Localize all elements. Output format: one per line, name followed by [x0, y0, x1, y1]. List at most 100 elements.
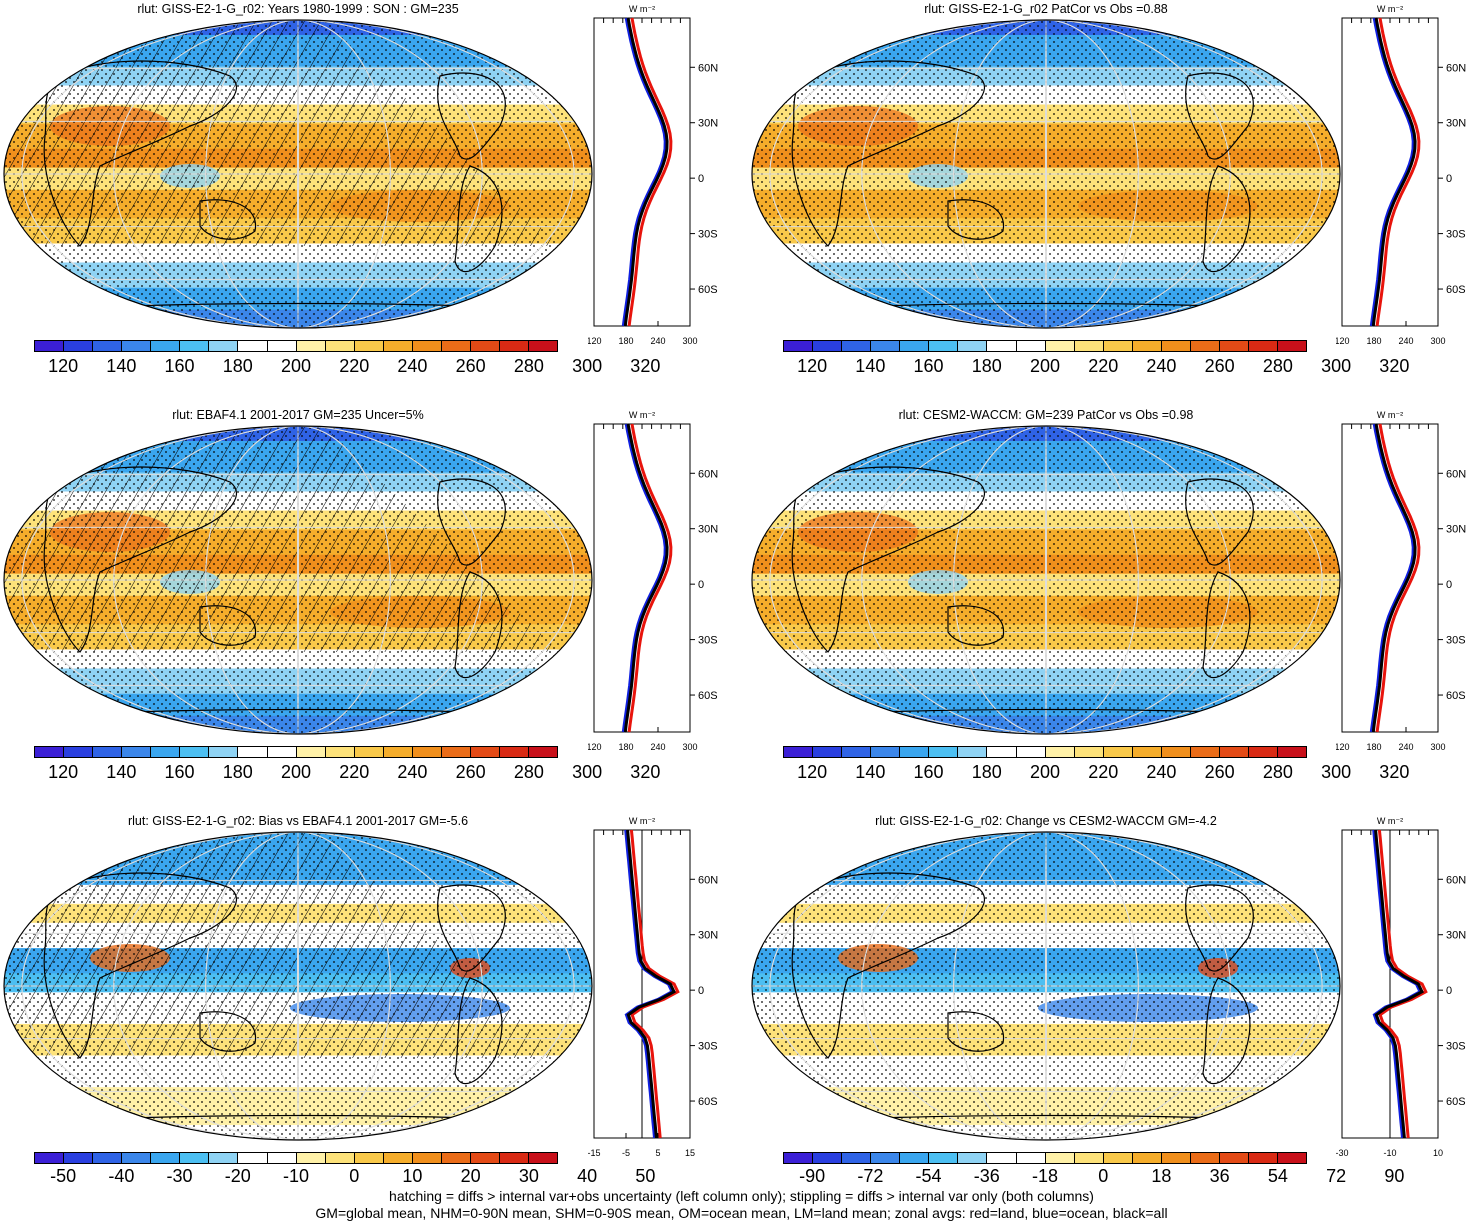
zonal-land-curve — [627, 423, 673, 733]
colorbar-swatch — [412, 747, 442, 757]
zonal-lat-label: 60S — [698, 284, 718, 296]
zonal-all-curve — [1371, 423, 1417, 733]
colorbar-swatch — [987, 341, 1017, 351]
zonal-all-curve — [623, 17, 669, 327]
zonal-all-curve — [623, 423, 669, 733]
colorbar-tick-label: -50 — [50, 1166, 77, 1186]
colorbar-swatch — [1190, 341, 1220, 351]
colorbar-swatch — [122, 747, 152, 757]
zonal-all-curve — [1371, 17, 1417, 327]
zonal-x-label: 180 — [1366, 336, 1381, 346]
colorbar-swatch — [180, 1153, 210, 1163]
colorbar-tick-label: 160 — [164, 762, 195, 782]
colorbar-swatch — [958, 1153, 988, 1163]
colorbar-swatch — [1249, 747, 1279, 757]
colorbar-swatch — [151, 747, 181, 757]
zonal-lat-label: 60S — [1446, 284, 1466, 296]
zonal-x-label: 5 — [655, 1148, 660, 1158]
colorbar-swatch — [929, 341, 959, 351]
zonal-x-label: 300 — [1430, 742, 1445, 752]
zonal-lat-label: 60N — [1446, 62, 1466, 74]
colorbar-swatch — [35, 747, 65, 757]
map-panel-2 — [751, 19, 1341, 329]
colorbar-tick-label: 20 — [460, 1166, 481, 1186]
colorbar-tick-label: 30 — [518, 1166, 539, 1186]
zonal-lat-label: 60S — [1446, 690, 1466, 702]
footer-line-1: hatching = diffs > internal var+obs unce… — [389, 1188, 1094, 1204]
colorbar-tick-label: 280 — [1262, 762, 1293, 782]
zonal-plot-2: W m⁻² 60N 30N 0 30S 60S 120 180 240 300 — [1336, 4, 1466, 346]
zonal-lat-label: 60N — [698, 468, 718, 480]
colorbar-tick-label: 140 — [106, 762, 137, 782]
colorbar-tick-label: 10 — [402, 1166, 423, 1186]
colorbar-tick-label: 220 — [1088, 762, 1119, 782]
colorbar-swatch — [500, 341, 530, 351]
colorbar-5 — [34, 1152, 558, 1164]
colorbar-tick-label: 300 — [1321, 762, 1352, 782]
colorbar-swatch — [1074, 341, 1104, 351]
colorbar-tick-label: 300 — [1321, 356, 1352, 376]
zonal-lat-label: 30N — [1446, 930, 1466, 942]
zonal-lat-label: 60N — [1446, 874, 1466, 886]
zonal-lat-label: 60N — [698, 62, 718, 74]
colorbar-labels-6: -90 -72 -54 -36 -18 0 18 36 54 72 90 — [783, 1166, 1404, 1188]
colorbar-swatch — [93, 747, 123, 757]
colorbar-tick-label: 120 — [797, 356, 828, 376]
colorbar-swatch — [238, 1153, 268, 1163]
map-panel-4 — [751, 425, 1341, 735]
colorbar-swatch — [1278, 341, 1307, 351]
zonal-lat-label: 60N — [698, 874, 718, 886]
colorbar-swatch — [441, 341, 471, 351]
colorbar-tick-label: 280 — [1262, 356, 1293, 376]
colorbar-tick-label: 54 — [1267, 1166, 1288, 1186]
colorbar-tick-label: 36 — [1209, 1166, 1230, 1186]
colorbar-tick-label: 180 — [222, 356, 253, 376]
colorbar-labels-4: 120 140 160 180 200 220 240 260 280 300 320 — [783, 762, 1409, 784]
colorbar-swatch — [383, 747, 413, 757]
colorbar-swatch — [900, 747, 930, 757]
zonal-x-label: -30 — [1336, 1148, 1349, 1158]
map-panel-5 — [3, 831, 593, 1141]
colorbar-tick-label: 300 — [572, 762, 603, 782]
zonal-x-label: 10 — [1433, 1148, 1443, 1158]
panel-title-5: rlut: GISS-E2-1-G_r02: Bias vs EBAF4.1 2… — [127, 814, 469, 828]
colorbar-swatch — [209, 341, 239, 351]
map-panel-6 — [751, 831, 1341, 1141]
colorbar-tick-label: -72 — [857, 1166, 884, 1186]
colorbar-swatch — [1045, 747, 1075, 757]
panel-title-2: rlut: GISS-E2-1-G_r02 PatCor vs Obs =0.8… — [924, 2, 1168, 16]
zonal-lat-label: 0 — [698, 173, 704, 185]
colorbar-swatch — [64, 747, 94, 757]
colorbar-tick-label: 260 — [1204, 356, 1235, 376]
colorbar-swatch — [267, 747, 297, 757]
zonal-lat-label: 0 — [698, 579, 704, 591]
zonal-unit-label: W m⁻² — [1377, 410, 1403, 420]
zonal-lat-label: 30N — [1446, 524, 1466, 536]
colorbar-swatch — [441, 747, 471, 757]
zonal-x-label: 240 — [1398, 742, 1413, 752]
colorbar-swatch — [35, 341, 65, 351]
colorbar-swatch — [900, 341, 930, 351]
colorbar-tick-label: 320 — [630, 762, 661, 782]
map-graticule — [752, 20, 1340, 328]
colorbar-swatch — [813, 747, 843, 757]
zonal-x-label: 240 — [650, 336, 665, 346]
colorbar-tick-label: -90 — [799, 1166, 826, 1186]
colorbar-swatch — [1219, 1153, 1249, 1163]
colorbar-swatch — [354, 1153, 384, 1163]
colorbar-tick-label: 220 — [339, 356, 370, 376]
colorbar-swatch — [784, 747, 814, 757]
zonal-lat-label: 30N — [698, 930, 718, 942]
colorbar-tick-label: 180 — [222, 762, 253, 782]
colorbar-swatch — [1045, 341, 1075, 351]
footer-note: hatching = diffs > internal var+obs unce… — [0, 1188, 1483, 1222]
colorbar-tick-label: 280 — [513, 762, 544, 782]
colorbar-tick-label: -10 — [282, 1166, 310, 1186]
colorbar-labels-5: -50 -40 -30 -20 -10 0 10 20 30 40 50 — [34, 1166, 655, 1188]
map-graticule — [4, 426, 592, 734]
colorbar-swatch — [784, 341, 814, 351]
zonal-land-curve — [629, 829, 680, 1139]
zonal-x-label: -5 — [622, 1148, 630, 1158]
zonal-x-label: 120 — [1336, 742, 1350, 752]
panel-title-1: rlut: GISS-E2-1-G_r02: Years 1980-1999 :… — [137, 2, 459, 16]
